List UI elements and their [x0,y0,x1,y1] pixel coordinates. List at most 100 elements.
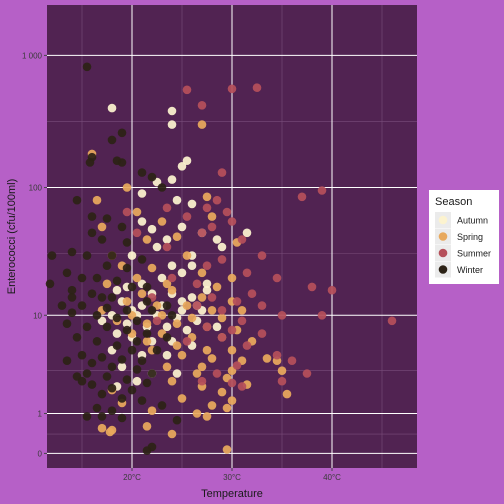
data-point [167,273,177,283]
data-point [147,369,157,378]
y-axis-ticks: 0 1 10 100 1 000 [22,51,47,458]
data-point [97,353,107,362]
data-point [387,316,397,326]
data-point [207,306,217,315]
data-point [182,325,192,335]
data-point [212,282,222,292]
data-point [117,413,127,423]
data-point [167,429,177,439]
data-point [102,322,112,332]
data-point [257,251,267,260]
x-axis-ticks: 20°C 30°C 40°C [123,468,341,482]
data-point [262,354,272,363]
data-point [202,203,212,213]
data-point [132,376,142,386]
data-point [92,311,102,320]
data-point [227,325,237,335]
data-point [232,297,242,306]
data-point [227,345,237,355]
data-point [152,345,162,355]
y-tick-label: 10 [33,311,42,320]
data-point [257,301,267,310]
data-point [202,412,212,421]
x-tick-label: 40°C [323,473,341,482]
data-point [182,251,192,260]
data-point [227,396,237,405]
data-point [102,303,112,313]
data-point [172,369,182,378]
data-point [317,311,327,320]
data-point [212,322,222,332]
data-point [87,358,97,368]
data-point [142,446,152,455]
data-point [177,162,187,171]
data-point [122,207,132,217]
data-point [107,293,117,302]
data-point [97,222,107,232]
data-point [172,195,182,205]
data-point [97,412,107,421]
data-point [242,228,252,238]
data-point [137,217,147,226]
data-point [202,322,212,332]
data-point [162,242,172,252]
y-axis-title: Enterococci (cfu/100ml) [6,179,18,295]
data-point [87,289,97,299]
data-point [197,293,207,302]
data-point [82,369,92,378]
data-point [62,356,72,366]
data-point [132,337,142,346]
data-point [122,319,132,329]
data-point [82,412,92,421]
data-point [72,333,82,342]
data-point [67,293,77,302]
data-point [122,263,132,273]
data-point [272,350,282,360]
data-point [62,268,72,278]
data-point [102,214,112,223]
data-point [172,415,182,425]
data-point [147,172,157,182]
data-point [197,376,207,386]
data-point [142,337,152,346]
data-point [122,306,132,315]
data-point [92,195,102,205]
data-point [107,103,117,113]
data-point [92,273,102,283]
data-point [87,380,97,389]
data-point [222,207,232,217]
data-point [252,83,262,92]
data-point [187,199,197,209]
data-point [172,341,182,350]
data-point [122,238,132,247]
data-point [142,422,152,431]
data-point [102,261,112,271]
data-point [182,85,192,95]
grid-lines [47,5,417,468]
data-point [282,389,292,399]
data-point [62,319,72,329]
legend-title: Season [435,196,472,208]
data-point [162,235,172,244]
data-point [177,222,187,232]
data-point [142,329,152,338]
data-point [237,382,247,391]
data-point [142,235,152,244]
x-axis-title: Temperature [201,488,263,500]
data-point [217,387,227,397]
data-point [162,301,172,310]
data-point [112,156,122,165]
data-point [217,306,227,315]
data-point [67,247,77,257]
data-point [277,376,287,386]
data-point [132,316,142,326]
data-point [127,251,137,260]
data-point [197,228,207,238]
data-point [117,128,127,138]
x-tick-label: 30°C [223,473,241,482]
data-point [137,255,147,264]
data-point [182,301,192,310]
data-point [257,329,267,338]
data-point [122,183,132,192]
